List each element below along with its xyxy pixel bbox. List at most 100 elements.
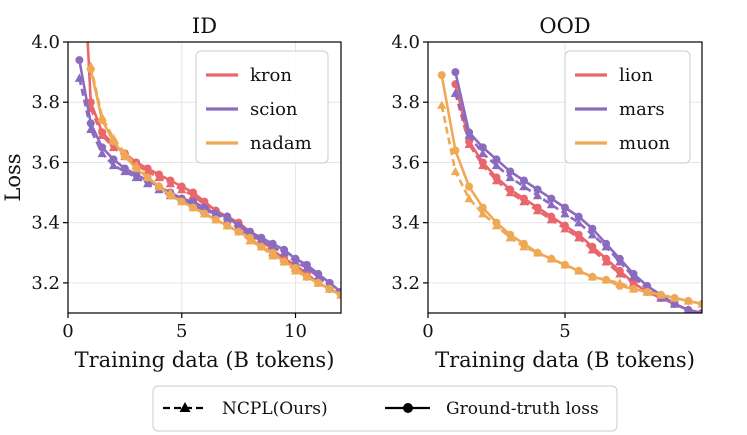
ncpl-point-lion	[505, 187, 515, 197]
ncpl-legend-marker	[179, 402, 191, 412]
ground-truth-point-muon	[465, 182, 474, 191]
ncpl-point-lion	[533, 206, 543, 215]
ncpl-point-muon	[642, 287, 652, 296]
ncpl-point-nadam	[256, 242, 266, 251]
y-axis-label: Loss	[1, 153, 25, 201]
ncpl-point-kron	[143, 166, 153, 176]
ground-truth-point-muon	[478, 203, 487, 212]
ncpl-point-scion	[256, 236, 266, 245]
series-group	[437, 68, 702, 313]
ncpl-point-nadam	[234, 227, 244, 236]
ncpl-point-mars	[670, 299, 680, 308]
ncpl-point-nadam	[131, 160, 141, 170]
ground-truth-point-mars	[588, 224, 597, 233]
ncpl-point-muon	[491, 221, 502, 230]
series-group	[74, 42, 341, 299]
ncpl-point-scion	[222, 215, 232, 224]
x-axis-label: Training data (B tokens)	[75, 348, 335, 372]
ncpl-point-muon	[697, 299, 702, 308]
ncpl-point-mars	[684, 305, 693, 313]
ground-truth-point-muon	[451, 146, 460, 155]
ncpl-point-scion	[86, 124, 96, 134]
x-tick-label: 0	[62, 321, 73, 342]
ncpl-point-scion	[143, 178, 153, 188]
ncpl-point-muon	[628, 284, 639, 293]
ncpl-point-mars	[560, 209, 570, 218]
legend-entry-mars: mars	[619, 99, 665, 120]
y-tick-label: 3.8	[31, 92, 60, 113]
ncpl-point-lion	[574, 233, 584, 242]
ncpl-point-nadam	[165, 187, 175, 197]
ncpl-point-kron	[165, 178, 175, 188]
legend-box	[564, 50, 691, 164]
y-tick-label: 3.8	[391, 92, 420, 113]
ground-truth-point-mars	[451, 68, 460, 77]
x-tick-label: 10	[284, 321, 307, 342]
ncpl-point-nadam	[86, 61, 96, 70]
ncpl-point-kron	[97, 130, 107, 140]
ncpl-point-muon	[450, 166, 460, 176]
ncpl-point-nadam	[143, 172, 153, 182]
chart-panel-id: 0 5 10 3.2 3.4 3.6 3.8 4.0 ID Training data (B to…	[1, 14, 342, 372]
x-tick-label: 5	[559, 321, 570, 342]
y-tick-label: 3.6	[31, 152, 60, 173]
ncpl-point-mars	[574, 218, 584, 227]
ground-truth-point-mars	[506, 167, 515, 176]
series-nadam	[86, 61, 341, 299]
legend: kron scion nadam	[195, 50, 329, 164]
ncpl-point-nadam	[108, 133, 119, 143]
ncpl-point-muon	[656, 290, 666, 299]
ncpl-point-nadam	[97, 112, 107, 121]
ncpl-point-kron	[108, 142, 119, 152]
ncpl-line-nadam	[89, 65, 341, 297]
ncpl-point-muon	[505, 233, 515, 242]
ncpl-point-nadam	[120, 148, 130, 158]
ncpl-point-nadam	[211, 215, 221, 224]
ncpl-point-scion	[302, 263, 312, 272]
ncpl-point-mars	[519, 181, 529, 191]
ncpl-point-kron	[154, 172, 164, 182]
ncpl-point-muon	[464, 193, 474, 203]
legend-entry-lion: lion	[619, 65, 653, 86]
ncpl-point-scion	[313, 272, 323, 281]
ncpl-point-mars	[587, 230, 597, 239]
legend-box	[195, 50, 329, 164]
legend-entry-kron: kron	[250, 65, 292, 86]
ncpl-point-mars	[628, 272, 639, 281]
bottom-legend: NCPL(Ours) Ground-truth loss	[152, 385, 618, 432]
ncpl-point-muon	[519, 242, 529, 251]
ncpl-point-nadam	[154, 181, 164, 191]
x-axis-label: Training data (B tokens)	[435, 348, 695, 372]
ground-truth-point-mars	[547, 194, 556, 203]
ncpl-point-lion	[491, 175, 502, 185]
legend: lion mars muon	[564, 50, 691, 164]
ncpl-point-scion	[279, 248, 289, 257]
ncpl-point-muon	[587, 272, 597, 281]
ground-truth-point-mars	[574, 212, 583, 221]
ncpl-point-lion	[519, 196, 529, 206]
ncpl-point-mars	[450, 88, 460, 97]
ground-truth-point-mars	[478, 143, 487, 152]
ground-truth-point-scion	[109, 155, 118, 164]
ncpl-point-lion	[560, 224, 570, 233]
ncpl-point-muon	[615, 278, 625, 287]
ncpl-legend-label: NCPL(Ours)	[222, 399, 328, 419]
ncpl-point-nadam	[279, 257, 289, 266]
ground-truth-point-mars	[533, 185, 542, 194]
ground-truth-point-scion	[98, 143, 107, 152]
ncpl-point-scion	[290, 257, 301, 266]
ncpl-point-lion	[601, 257, 611, 266]
y-tick-label: 3.6	[391, 152, 420, 173]
ticks: 0 5 3.2 3.4 3.6 3.8 4.0	[391, 32, 570, 342]
ncpl-point-muon	[546, 254, 556, 263]
ncpl-point-nadam	[302, 272, 312, 281]
ncpl-point-mars	[601, 242, 611, 251]
ground-truth-point-mars	[561, 203, 569, 212]
ncpl-point-mars	[533, 190, 543, 200]
ncpl-point-mars	[478, 148, 488, 158]
ground-truth-legend-label: Ground-truth loss	[446, 399, 599, 419]
ncpl-point-muon	[683, 296, 693, 305]
ncpl-point-nadam	[245, 236, 255, 245]
ncpl-point-lion	[615, 269, 625, 278]
